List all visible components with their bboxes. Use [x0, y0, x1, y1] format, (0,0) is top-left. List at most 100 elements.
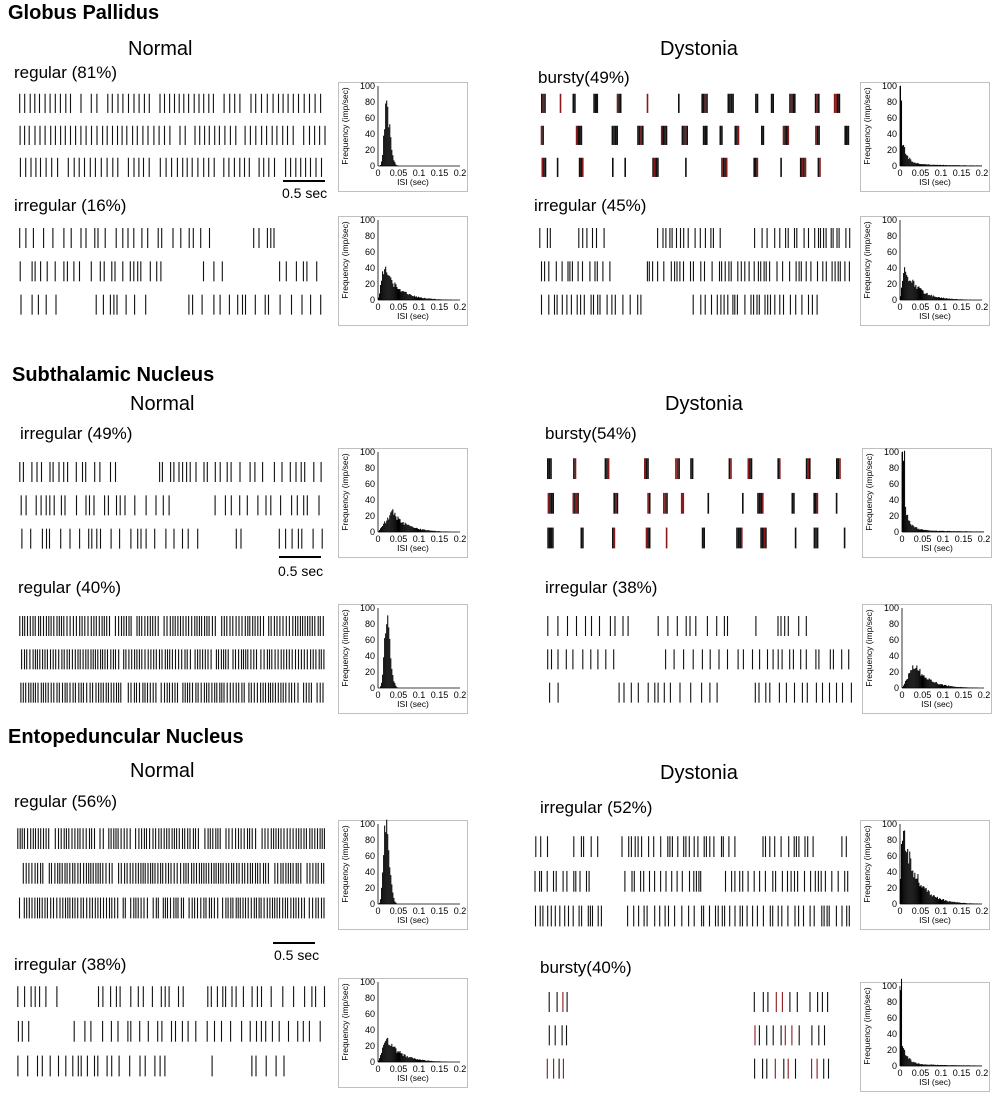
histogram-bar: [410, 1057, 412, 1062]
histogram-bar: [945, 684, 947, 688]
histogram-bar: [944, 298, 946, 300]
histogram-bar: [960, 531, 962, 532]
histogram-bar: [392, 283, 394, 300]
histogram-bar: [947, 530, 949, 532]
histogram-bar: [933, 682, 935, 688]
spike-raster: [538, 222, 852, 322]
histogram-bar: [955, 165, 957, 166]
histogram-bar: [429, 298, 431, 300]
histogram-bar: [380, 164, 382, 166]
histogram-bar: [921, 164, 923, 166]
histogram-bar: [970, 687, 972, 688]
histogram-bar: [925, 293, 927, 300]
histogram-bar: [393, 1046, 395, 1062]
y-tick-label: 80: [887, 231, 897, 241]
histogram-bar: [956, 1065, 958, 1066]
x-tick-label: 0.1: [935, 1068, 948, 1078]
histogram-bar: [943, 685, 945, 688]
histogram-bar: [949, 165, 951, 166]
histogram-bar: [390, 875, 392, 904]
histogram-bar: [426, 1060, 428, 1062]
y-tick-label: 100: [882, 215, 897, 225]
histogram-bar: [975, 531, 977, 532]
histogram-bar: [956, 299, 958, 300]
y-tick-label: 80: [887, 835, 897, 845]
x-axis-label: ISI (sec): [919, 1077, 951, 1087]
histogram-bar: [918, 1063, 920, 1066]
histogram-bar: [902, 451, 904, 532]
isi-histogram: 0 20 40 60 80 100 0 0.05 0.1 0.15 0.2 Frequency (im…: [338, 447, 468, 558]
histogram-bar: [975, 1065, 977, 1066]
x-tick-label: 0.15: [431, 690, 449, 700]
histogram-bar: [433, 1061, 435, 1062]
histogram-bar: [963, 1065, 965, 1066]
y-tick-label: 0: [370, 295, 375, 305]
histogram-bar: [964, 531, 966, 532]
histogram-bar: [929, 1064, 931, 1066]
histogram-bar: [937, 297, 939, 300]
histogram-bar: [947, 901, 949, 904]
histogram-bar: [943, 297, 945, 300]
y-tick-label: 80: [365, 835, 375, 845]
histogram-bar: [407, 524, 409, 532]
histogram-bar: [411, 295, 413, 300]
histogram-bar: [915, 667, 917, 688]
x-tick-label: 0.15: [955, 534, 973, 544]
histogram-bar: [959, 299, 961, 300]
histogram-bar: [959, 902, 961, 904]
condition-label-dystonia: Dystonia: [665, 393, 743, 415]
histogram-bar: [918, 882, 920, 904]
histogram-bar: [909, 157, 911, 166]
histogram-bar: [912, 870, 914, 904]
histogram-bar: [908, 520, 910, 532]
x-tick-label: 0: [375, 906, 380, 916]
histogram-bar: [378, 1060, 380, 1062]
histogram-bar: [970, 531, 972, 532]
histogram-bar: [394, 282, 396, 300]
histogram-bar: [922, 164, 924, 166]
histogram-bar: [381, 682, 383, 688]
histogram-bar: [972, 1065, 974, 1066]
isi-histogram: 0 20 40 60 80 100 0 0.05 0.1 0.15 0.2 Frequency (im…: [860, 819, 990, 930]
histogram-bar: [931, 681, 933, 688]
histogram-bar: [920, 164, 922, 166]
histogram-bar: [968, 903, 970, 904]
y-tick-label: 80: [365, 463, 375, 473]
x-axis-label: ISI (sec): [397, 915, 429, 925]
histogram-bar: [908, 1058, 910, 1066]
histogram-bar: [391, 149, 393, 166]
scale-bar-label: 0.5 sec: [282, 185, 328, 201]
histogram-bar: [905, 680, 907, 688]
y-axis-label: Frequency (imp/sec): [862, 87, 872, 165]
histogram-bar: [927, 164, 929, 166]
y-tick-label: 60: [887, 1013, 897, 1023]
histogram-bar: [417, 528, 419, 532]
histogram-bar: [971, 1065, 973, 1066]
histogram-bar: [380, 1055, 382, 1062]
histogram-bar: [913, 877, 915, 904]
x-tick-label: 0: [375, 534, 380, 544]
histogram-bar: [922, 886, 924, 904]
histogram-bar: [432, 299, 434, 300]
x-tick-label: 0: [375, 302, 380, 312]
histogram-bar: [967, 165, 969, 166]
histogram-bar: [921, 887, 923, 904]
histogram-bar: [922, 675, 924, 688]
y-tick-label: 0: [894, 527, 899, 537]
histogram-bar: [966, 687, 968, 688]
histogram-bar: [402, 290, 404, 300]
histogram-bar: [930, 530, 932, 532]
histogram-bar: [949, 901, 951, 904]
histogram-bar: [916, 665, 918, 688]
x-tick-label: 0.15: [953, 1068, 971, 1078]
histogram-bar: [962, 531, 964, 532]
histogram-bar: [929, 679, 931, 688]
histogram-bar: [928, 530, 930, 532]
histogram-bar: [934, 1064, 936, 1066]
histogram-bar: [909, 280, 911, 300]
y-tick-label: 20: [365, 883, 375, 893]
histogram-bar: [933, 164, 935, 166]
histogram-bar: [405, 1057, 407, 1062]
histogram-bar: [389, 638, 391, 688]
histogram-bar: [903, 460, 905, 532]
